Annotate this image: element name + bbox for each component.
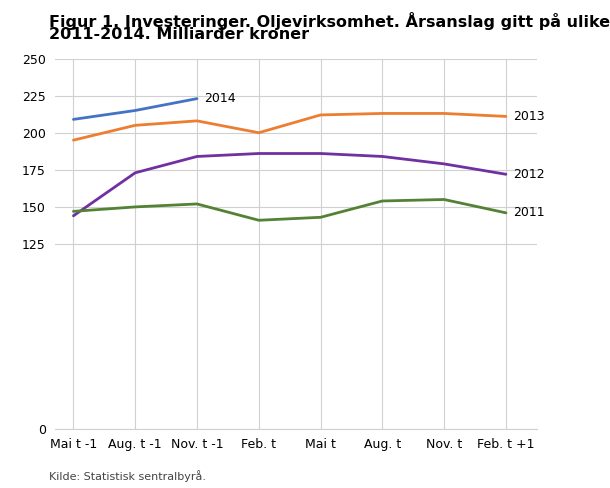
Text: 2013: 2013 <box>513 110 545 123</box>
Text: 2014: 2014 <box>204 92 235 105</box>
Text: 2011: 2011 <box>513 206 545 219</box>
Text: Figur 1. Investeringer. Oljevirksomhet. Årsanslag gitt på ulike tidspunkt.: Figur 1. Investeringer. Oljevirksomhet. … <box>49 12 610 30</box>
Text: Kilde: Statistisk sentralbyrå.: Kilde: Statistisk sentralbyrå. <box>49 470 206 482</box>
Text: 2012: 2012 <box>513 168 545 181</box>
Text: 2011-2014. Milliarder kroner: 2011-2014. Milliarder kroner <box>49 27 309 42</box>
